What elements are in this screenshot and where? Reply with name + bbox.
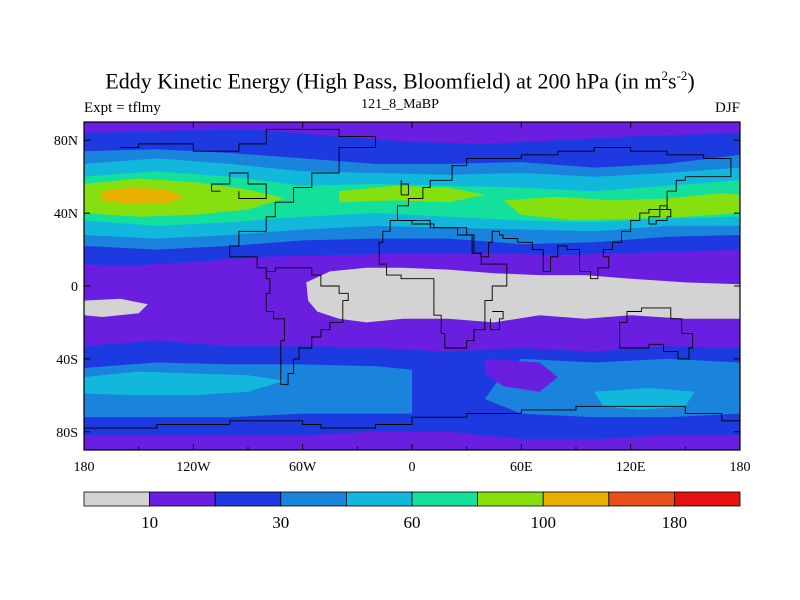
colorbar-box-7	[542, 491, 610, 507]
left-subtitle: Expt = tflmy	[84, 100, 161, 116]
right-subtitle: DJF	[714, 100, 740, 116]
coastline-1	[211, 172, 267, 199]
y-tick-label-2: 0	[71, 280, 78, 295]
colorbar-box-5	[411, 491, 478, 507]
coastline-8	[84, 405, 740, 429]
y-axis: 80N 40N 0 40S 80S	[54, 134, 740, 441]
colorbar-label-0: 10	[141, 513, 158, 532]
coastline-4	[619, 307, 694, 360]
band-sh-purple-east	[484, 358, 558, 392]
center-subtitle: 121_8_MaBP	[361, 97, 439, 112]
x-tick-label-5: 120E	[616, 460, 646, 475]
coastline-7	[400, 180, 409, 196]
x-tick-label-1: 120W	[176, 460, 211, 475]
title-superscript-2: -2	[676, 68, 688, 83]
coastlines	[84, 128, 740, 429]
colorbar-box-3	[280, 491, 347, 507]
colorbar-box-2	[214, 491, 282, 507]
title-end: )	[687, 68, 695, 94]
colorbar-label-4: 180	[662, 513, 688, 532]
colorbar-box-4	[345, 491, 413, 507]
y-tick-label-0: 80N	[54, 134, 78, 149]
coastline-0	[120, 128, 377, 385]
x-tick-label-6: 180	[730, 460, 751, 475]
coastline-6	[648, 205, 672, 225]
band-grey-west	[84, 298, 148, 317]
y-tick-label-1: 40N	[54, 207, 78, 222]
band-nh-green-east	[503, 193, 740, 221]
title-mid: s	[668, 68, 677, 94]
title-main: Eddy Kinetic Energy (High Pass, Bloomfie…	[105, 68, 662, 94]
x-tick-label-3: 0	[409, 460, 416, 475]
x-axis: 180 120W 60W 0 60E 120E 180	[74, 122, 751, 475]
x-tick-label-2: 60W	[289, 460, 317, 475]
x-tick-label-4: 60E	[510, 460, 533, 475]
chart-title: Eddy Kinetic Energy (High Pass, Bloomfie…	[0, 68, 800, 94]
colorbar-box-1	[149, 491, 216, 507]
coastline-2	[390, 147, 732, 280]
band-sh-cyan	[84, 371, 285, 396]
coastline-5	[489, 311, 504, 331]
y-tick-label-3: 40S	[56, 353, 78, 368]
colorbar-box-0	[83, 491, 150, 507]
colorbar-box-9	[674, 491, 741, 507]
x-tick-label-0: 180	[74, 460, 95, 475]
coastline-3	[378, 219, 508, 349]
band-nh-orange	[102, 187, 185, 204]
band-sh-cyan-east	[594, 388, 695, 410]
title-superscript-1: 2	[661, 68, 669, 83]
colorbar-label-2: 60	[404, 513, 421, 532]
colorbar-label-3: 100	[530, 513, 556, 532]
colorbar-box-6	[477, 491, 544, 507]
colorbar-label-1: 30	[272, 513, 289, 532]
colorbar-box-8	[608, 491, 675, 507]
band-nh-green-atl	[339, 185, 485, 203]
band-tropics-grey	[306, 267, 740, 323]
contour-field	[84, 122, 740, 450]
colorbar: 10 30 60 100 180	[83, 491, 741, 532]
y-tick-label-4: 80S	[56, 426, 78, 441]
